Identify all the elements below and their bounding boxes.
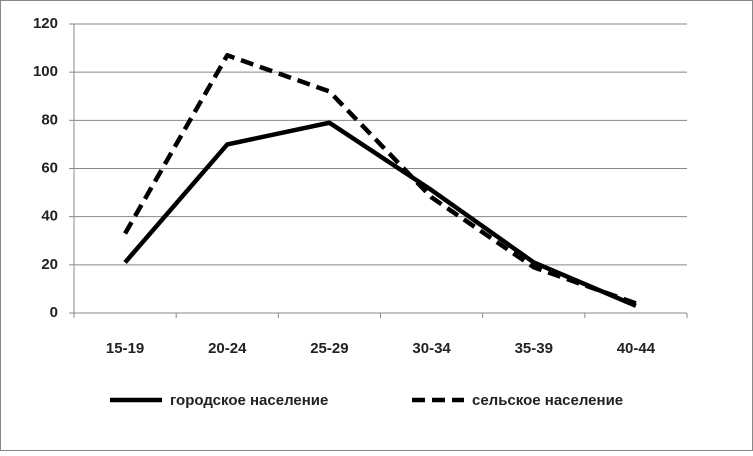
y-tick-label: 120 [33,15,58,32]
y-tick-label: 60 [41,159,58,176]
y-tick-label: 80 [41,111,58,128]
y-tick-label: 0 [50,304,58,321]
y-tick-label: 100 [33,63,58,80]
series-line [123,120,637,308]
x-tick-label: 20-24 [208,340,247,357]
y-tick-label: 20 [41,256,58,273]
x-tick-label: 25-29 [310,340,348,357]
x-tick-label: 30-34 [412,340,451,357]
x-tick-label: 40-44 [617,340,656,357]
y-tick-label: 40 [41,208,58,225]
x-tick-label: 35-39 [515,340,553,357]
legend-label: сельское население [472,392,623,409]
series-line [123,53,637,306]
legend-label: городское население [170,392,328,409]
x-tick-label: 15-19 [106,340,144,357]
